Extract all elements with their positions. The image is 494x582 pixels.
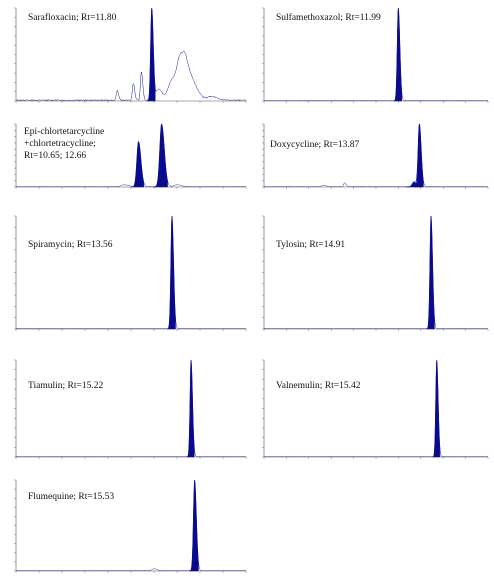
chromatogram-trace <box>263 7 489 102</box>
sarafloxacin-chromatogram <box>14 7 247 103</box>
peak-fill-0 <box>189 479 199 572</box>
spiramycin-chromatogram <box>14 215 247 331</box>
tylosin-chromatogram <box>262 215 489 331</box>
chromatogram-panel-doxycycline: Doxycycline; Rt=13.87 <box>252 118 492 196</box>
chromatogram-panel-spiramycin: Spiramycin; Rt=13.56 <box>4 210 250 338</box>
tylosin-label-line: Tylosin; Rt=14.91 <box>276 240 346 250</box>
chromatogram-trace <box>15 360 247 457</box>
chromatogram-trace <box>263 216 489 329</box>
doxycycline-label-line: Doxycycline; Rt=13.87 <box>270 140 360 150</box>
chromatogram-panel-sarafloxacin: Sarafloxacin; Rt=11.80 <box>4 2 250 110</box>
chromatogram-panel-tiamulin: Tiamulin; Rt=15.22 <box>4 354 250 466</box>
chromatogram-trace <box>15 215 247 329</box>
tiamulin-chromatogram <box>14 359 247 459</box>
chlortetracycline-label-line-2: +chlortetracycline; <box>24 139 96 149</box>
chromatogram-trace <box>263 123 489 188</box>
chromatogram-trace <box>15 123 247 188</box>
peak-fill-0 <box>413 123 424 188</box>
sarafloxacin-label: Sarafloxacin; Rt=11.80 <box>28 12 116 24</box>
tiamulin-label-line: Tiamulin; Rt=15.22 <box>28 381 104 391</box>
peak-fill-0 <box>432 359 441 458</box>
chromatogram-panel-chlortetracycline: Epi-chlortetarcycline +chlortetracycline… <box>4 118 250 196</box>
valnemulin-label: Valnemulin; Rt=15.42 <box>276 380 361 392</box>
peak-fill-0 <box>131 141 145 188</box>
chlortetracycline-chromatogram <box>14 123 247 189</box>
tylosin-label: Tylosin; Rt=14.91 <box>276 239 345 251</box>
chromatogram-trace <box>263 360 489 457</box>
chromatogram-panel-sulfamethoxazol: Sulfamethoxazol; Rt=11.99 <box>252 2 492 110</box>
sulfamethoxazol-chromatogram <box>262 7 489 103</box>
peak-fill-1 <box>153 123 168 188</box>
valnemulin-chromatogram <box>262 359 489 459</box>
chlortetracycline-label-line-3: Rt=10.65; 12.66 <box>24 151 87 161</box>
sulfamethoxazol-label-line: Sulfamethoxazol; Rt=11.99 <box>276 13 381 23</box>
chromatogram-trace <box>15 479 247 572</box>
chromatogram-panel-valnemulin: Valnemulin; Rt=15.42 <box>252 354 492 466</box>
sarafloxacin-label-line: Sarafloxacin; Rt=11.80 <box>28 13 117 23</box>
peak-fill-0 <box>146 7 156 102</box>
chlortetracycline-label: Epi-chlortetarcycline +chlortetracycline… <box>24 126 104 162</box>
valnemulin-label-line: Valnemulin; Rt=15.42 <box>276 381 361 391</box>
chromatogram-panel-tylosin: Tylosin; Rt=14.91 <box>252 210 492 338</box>
flumequine-label: Flumequine; Rt=15.53 <box>28 491 114 503</box>
doxycycline-label: Doxycycline; Rt=13.87 <box>270 139 359 151</box>
chromatogram-trace <box>15 7 247 102</box>
doxycycline-chromatogram <box>262 123 489 189</box>
peak-fill-0 <box>393 7 402 102</box>
sulfamethoxazol-label: Sulfamethoxazol; Rt=11.99 <box>276 12 381 24</box>
flumequine-label-line: Flumequine; Rt=15.53 <box>28 492 115 502</box>
flumequine-chromatogram <box>14 479 247 573</box>
peak-fill-0 <box>186 359 195 458</box>
spiramycin-label: Spiramycin; Rt=13.56 <box>28 239 113 251</box>
peak-fill-1 <box>406 181 421 188</box>
spiramycin-label-line: Spiramycin; Rt=13.56 <box>28 240 113 250</box>
chlortetracycline-label-line-1: Epi-chlortetarcycline <box>24 127 105 137</box>
peak-fill-0 <box>426 215 435 330</box>
tiamulin-label: Tiamulin; Rt=15.22 <box>28 380 103 392</box>
chromatogram-panel-flumequine: Flumequine; Rt=15.53 <box>4 474 250 580</box>
peak-fill-0 <box>167 215 176 330</box>
